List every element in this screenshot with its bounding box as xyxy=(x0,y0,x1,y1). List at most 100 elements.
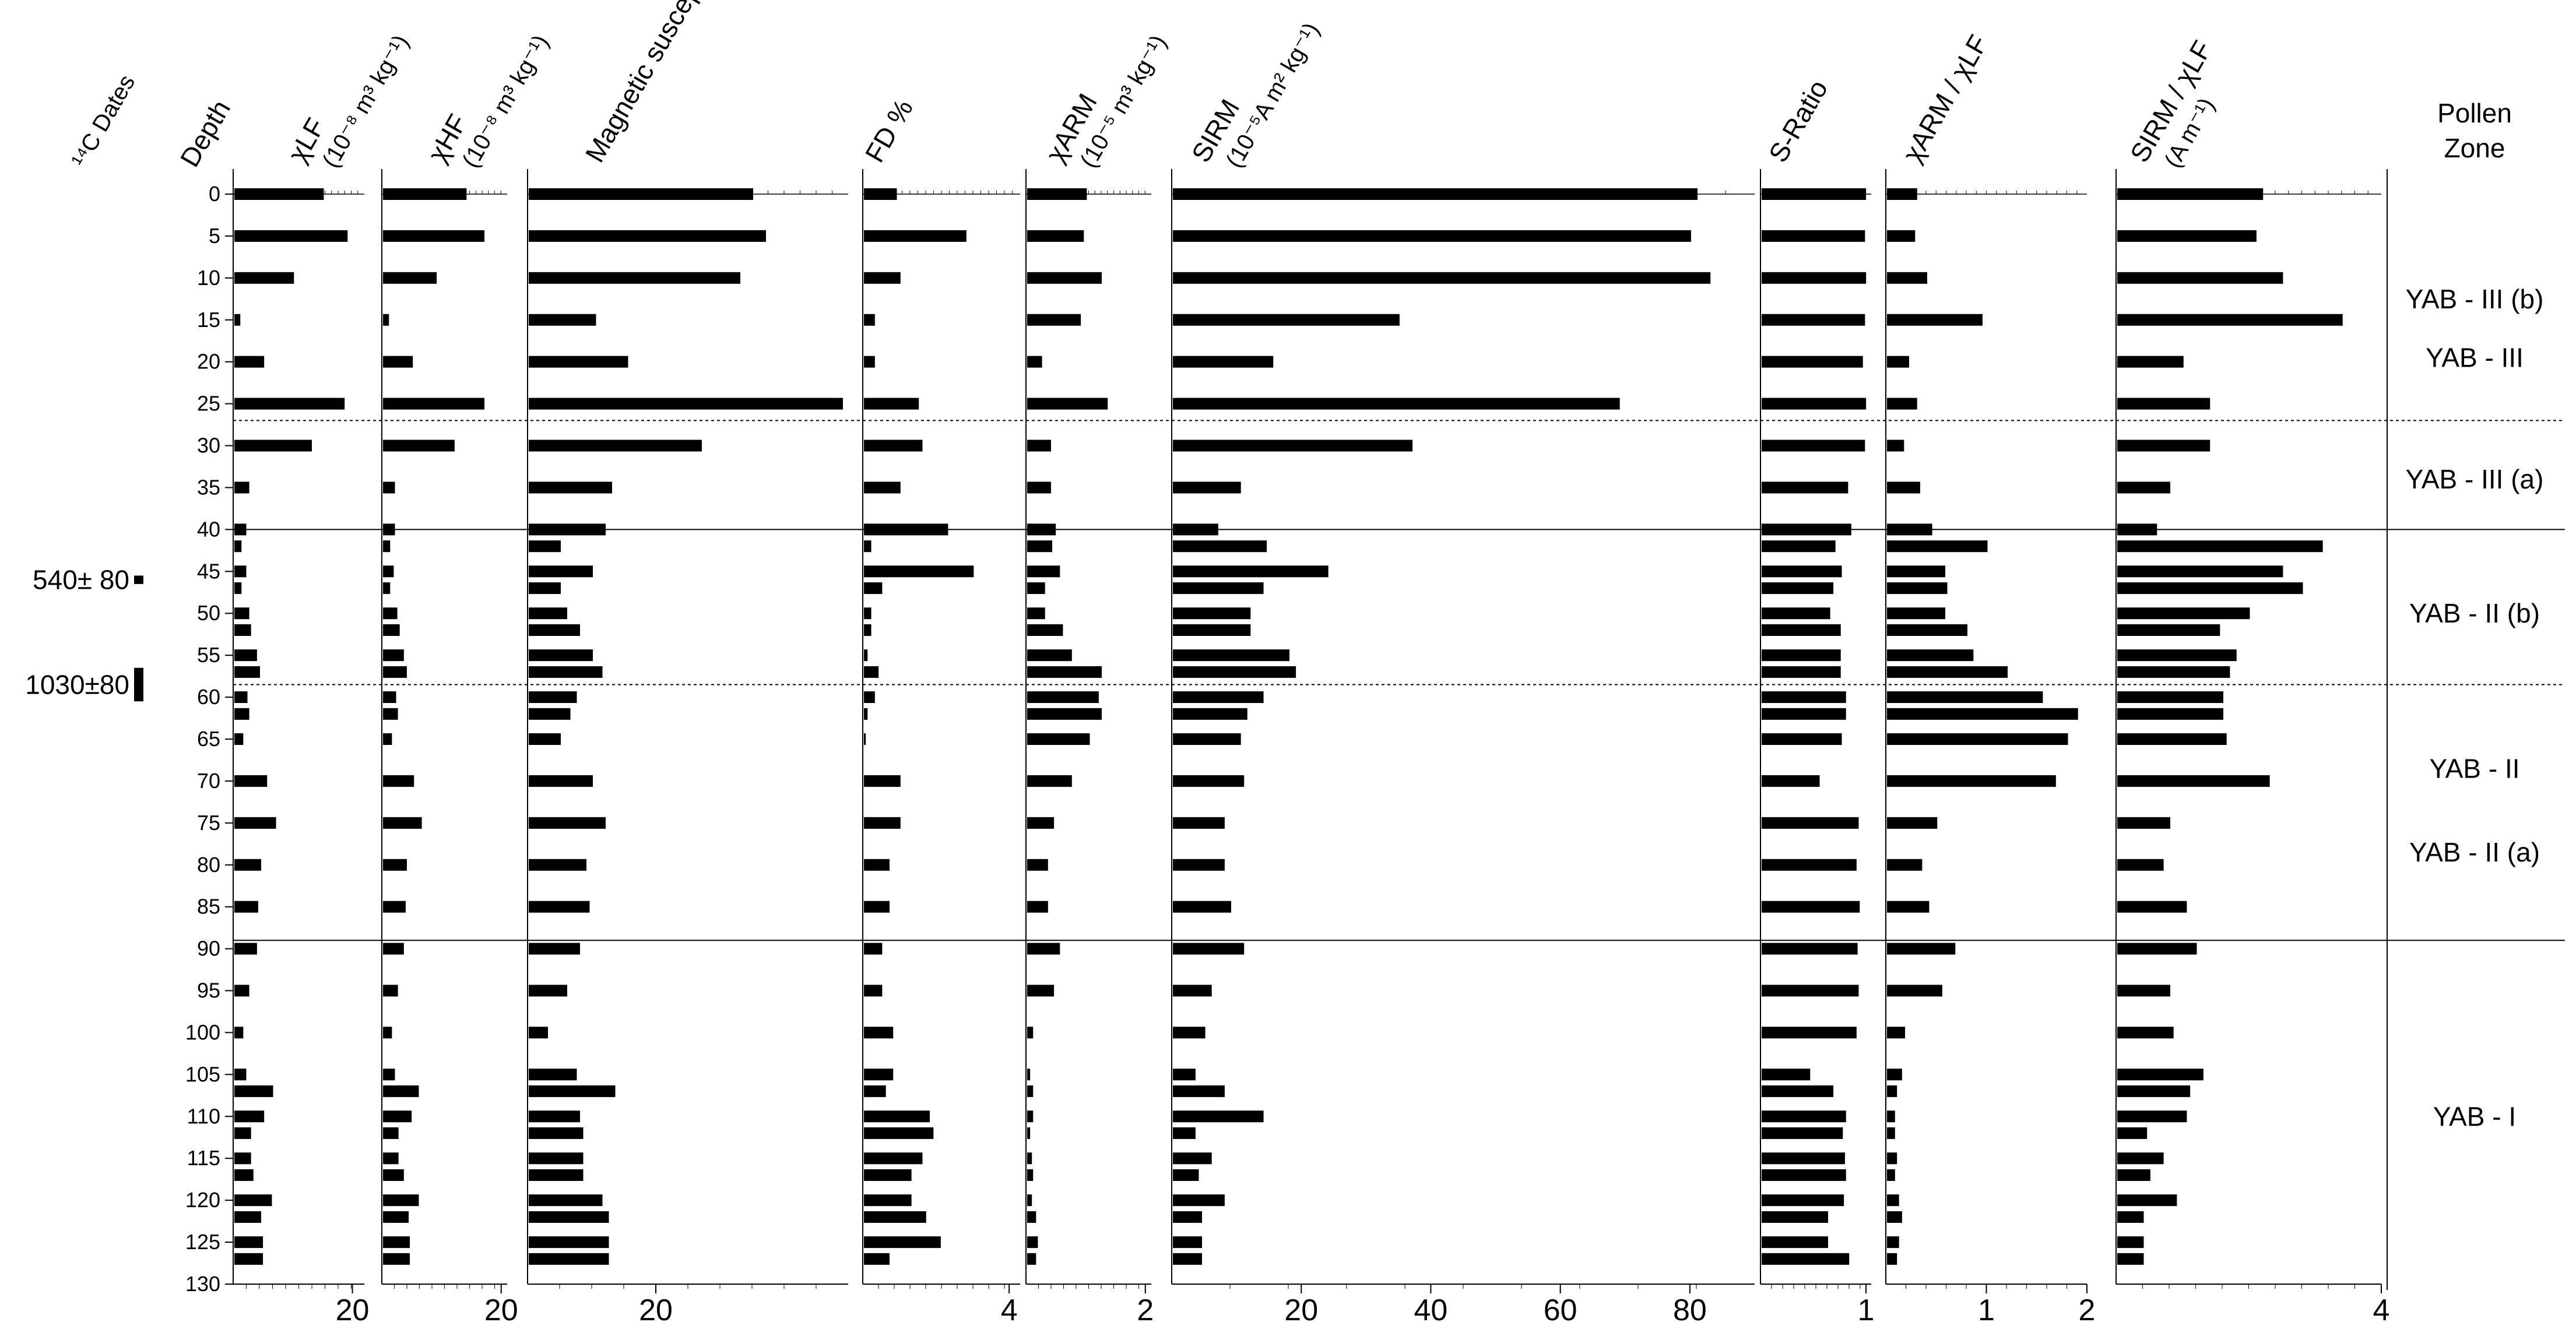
bar-arm-lf-30 xyxy=(1887,440,1904,452)
bar-magnetic-susceptibility-0 xyxy=(529,188,753,200)
bar-hf-5 xyxy=(383,230,485,242)
bar-s-ratio-45 xyxy=(1762,565,1842,578)
bar-fd-40 xyxy=(864,523,948,536)
zone-boundaries xyxy=(233,169,2565,1290)
bar-hf-65 xyxy=(383,733,392,745)
bar-arm-lf-35 xyxy=(1887,481,1920,494)
bar-fd-60 xyxy=(864,691,875,704)
bar-s-ratio-52 xyxy=(1762,624,1841,636)
bar-magnetic-susceptibility-15 xyxy=(529,314,596,326)
depth-tick-label-60: 60 xyxy=(197,685,220,709)
depth-tick-label-10: 10 xyxy=(197,266,220,290)
bar-sirm-lf-125 xyxy=(2117,1236,2144,1249)
depth-tick-label-55: 55 xyxy=(197,643,220,667)
depth-tick-label-105: 105 xyxy=(185,1062,220,1086)
bar-sirm-lf-107 xyxy=(2117,1085,2191,1098)
bar-magnetic-susceptibility-52 xyxy=(529,624,580,636)
bar-hf-127 xyxy=(383,1253,410,1265)
bar-magnetic-susceptibility-45 xyxy=(529,565,593,578)
depth-tick-label-100: 100 xyxy=(185,1020,220,1044)
bar-arm-20 xyxy=(1027,356,1042,368)
bar-arm-lf-80 xyxy=(1887,859,1923,871)
bar-s-ratio-62 xyxy=(1762,708,1846,720)
bar-lf-110 xyxy=(234,1110,265,1123)
bar-sirm-lf-30 xyxy=(2117,440,2210,452)
bar-sirm-lf-60 xyxy=(2117,691,2223,704)
bar-arm-52 xyxy=(1027,624,1063,636)
bar-arm-lf-65 xyxy=(1887,733,2068,745)
bar-lf-62 xyxy=(234,708,249,720)
bar-hf-25 xyxy=(383,398,485,410)
bar-arm-107 xyxy=(1027,1085,1034,1098)
bar-s-ratio-120 xyxy=(1762,1194,1844,1207)
bar-sirm-60 xyxy=(1173,691,1264,704)
bar-fd-122 xyxy=(864,1211,926,1223)
bar-hf-120 xyxy=(383,1194,419,1207)
bar-fd-105 xyxy=(864,1068,894,1081)
bar-s-ratio-30 xyxy=(1762,440,1865,452)
bar-sirm-lf-65 xyxy=(2117,733,2227,745)
depth-tick-label-30: 30 xyxy=(197,434,220,458)
bar-sirm-40 xyxy=(1173,523,1218,536)
bar-arm-lf-90 xyxy=(1887,943,1956,955)
bar-hf-50 xyxy=(383,607,398,620)
panel-x-tick-label-1: 1 xyxy=(1857,1293,1874,1322)
bar-sirm-lf-90 xyxy=(2117,943,2197,955)
bar-sirm-30 xyxy=(1173,440,1413,452)
bar-sirm-47 xyxy=(1173,582,1264,595)
bar-s-ratio-95 xyxy=(1762,985,1859,997)
bar-sirm-lf-0 xyxy=(2117,188,2264,200)
bar-magnetic-susceptibility-5 xyxy=(529,230,766,242)
bar-sirm-lf-100 xyxy=(2117,1026,2174,1039)
bar-fd-125 xyxy=(864,1236,941,1249)
bar-s-ratio-42 xyxy=(1762,540,1836,553)
bar-magnetic-susceptibility-90 xyxy=(529,943,580,955)
bar-hf-30 xyxy=(383,440,455,452)
bar-fd-25 xyxy=(864,398,919,410)
bar-sirm-85 xyxy=(1173,901,1231,913)
bar-fd-115 xyxy=(864,1152,923,1165)
bar-sirm-lf-120 xyxy=(2117,1194,2177,1207)
bar-hf-52 xyxy=(383,624,400,636)
bar-sirm-0 xyxy=(1173,188,1698,200)
bar-magnetic-susceptibility-105 xyxy=(529,1068,577,1081)
bar-sirm-lf-112 xyxy=(2117,1127,2148,1140)
bar-arm-lf-40 xyxy=(1887,523,1932,536)
bar-arm-62 xyxy=(1027,708,1102,720)
panel-x-tick-label-20: 20 xyxy=(484,1293,518,1322)
bar-arm-15 xyxy=(1027,314,1081,326)
bar-sirm-lf-62 xyxy=(2117,708,2223,720)
bar-sirm-lf-47 xyxy=(2117,582,2303,595)
bar-arm-65 xyxy=(1027,733,1090,745)
bar-arm-lf-60 xyxy=(1887,691,2043,704)
depth-tick-label-0: 0 xyxy=(209,182,220,206)
depth-tick-label-120: 120 xyxy=(185,1188,220,1212)
bar-arm-lf-105 xyxy=(1887,1068,1902,1081)
bar-arm-lf-55 xyxy=(1887,649,1974,662)
bar-sirm-107 xyxy=(1173,1085,1225,1098)
bar-lf-127 xyxy=(234,1253,263,1265)
panel-x-tick-label-20: 20 xyxy=(336,1293,370,1322)
bar-magnetic-susceptibility-65 xyxy=(529,733,561,745)
bar-arm-115 xyxy=(1027,1152,1032,1165)
bar-arm-lf-117 xyxy=(1887,1169,1895,1181)
panel-x-tick-label-60: 60 xyxy=(1544,1293,1577,1322)
bar-arm-lf-100 xyxy=(1887,1026,1906,1039)
bar-sirm-62 xyxy=(1173,708,1247,720)
bar-fd-52 xyxy=(864,624,871,636)
bar-hf-35 xyxy=(383,481,395,494)
bar-arm-125 xyxy=(1027,1236,1038,1249)
bar-sirm-lf-115 xyxy=(2117,1152,2164,1165)
bar-lf-65 xyxy=(234,733,244,745)
depth-tick-label-95: 95 xyxy=(197,979,220,1003)
bar-arm-50 xyxy=(1027,607,1045,620)
bar-fd-110 xyxy=(864,1110,930,1123)
zone-label-yab-iii: YAB - III xyxy=(2426,343,2524,373)
bar-s-ratio-100 xyxy=(1762,1026,1857,1039)
bar-lf-0 xyxy=(234,188,324,200)
bar-lf-42 xyxy=(234,540,242,553)
bar-sirm-lf-127 xyxy=(2117,1253,2144,1265)
